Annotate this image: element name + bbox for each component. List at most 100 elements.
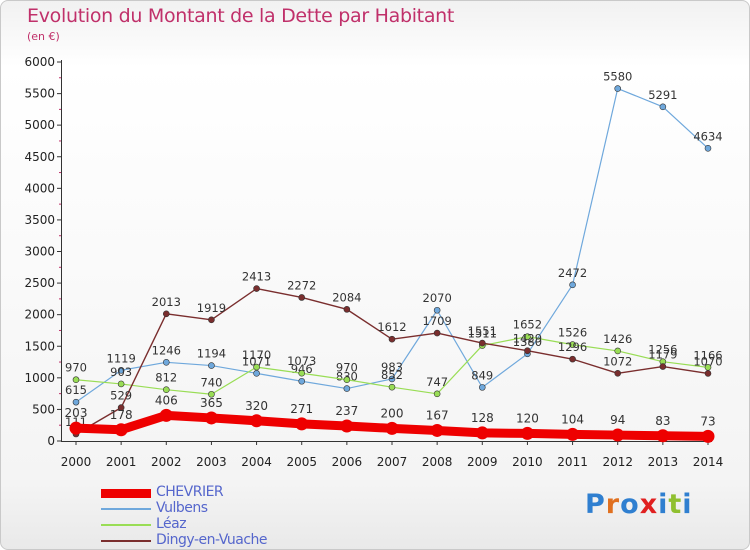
data-label-dingy-en-vuache: 1072 [603,354,632,368]
data-label-l-az: 1652 [513,318,542,332]
data-point-vulbens [659,103,667,111]
y-tick-label: 5500 [24,87,55,101]
chart-unit: (en €) [27,30,60,43]
data-label-chevrier: 203 [65,406,88,420]
brand-letter: r [605,489,621,520]
data-point-l-az [253,363,260,371]
x-tick-label: 2013 [648,455,679,469]
y-tick-label: 1000 [24,371,55,385]
data-label-dingy-en-vuache: 1551 [468,324,497,338]
data-point-vulbens [388,375,396,383]
data-label-chevrier: 237 [335,404,358,418]
data-point-l-az [569,341,576,348]
x-tick-label: 2002 [151,455,182,469]
data-label-chevrier: 167 [426,408,449,422]
data-point-vulbens [433,306,441,314]
data-label-vulbens: 1246 [152,343,181,357]
data-label-chevrier: 120 [516,411,539,425]
data-point-dingy-en-vuache [162,310,170,318]
data-label-l-az: 1526 [558,326,587,340]
data-label-chevrier: 128 [471,411,494,425]
x-tick-label: 2011 [557,455,588,469]
data-point-l-az [117,380,125,388]
y-tick-label: 1500 [24,339,55,353]
legend-label-chevrier: CHEVRIER [156,484,224,500]
data-point-vulbens [117,367,125,374]
data-point-dingy-en-vuache [524,347,531,355]
data-point-vulbens [162,358,170,366]
y-tick-label: 3000 [24,245,55,259]
data-label-dingy-en-vuache: 2413 [242,270,271,284]
data-point-dingy-en-vuache [659,363,667,370]
data-label-chevrier: 200 [381,406,404,420]
data-point-chevrier [656,429,670,443]
y-tick-label: 4500 [24,150,55,164]
x-tick-label: 2007 [377,455,408,469]
data-point-l-az [72,376,80,384]
data-label-dingy-en-vuache: 529 [110,389,132,403]
data-label-l-az: 1170 [242,348,271,362]
data-label-vulbens: 5291 [648,88,677,102]
x-tick-label: 2009 [467,455,498,469]
data-point-vulbens [298,377,306,385]
data-point-chevrier [114,423,128,437]
brand-letter: P [585,489,606,520]
data-point-chevrier [204,411,218,425]
data-label-l-az: 970 [65,361,87,375]
data-point-chevrier [701,429,715,443]
data-point-chevrier [520,426,534,440]
data-point-dingy-en-vuache [298,294,306,301]
data-label-dingy-en-vuache: 2084 [332,290,361,304]
x-tick-label: 2012 [602,455,633,469]
x-tick-label: 2001 [106,455,137,469]
data-label-l-az: 903 [110,365,132,379]
y-tick-label: 3500 [24,213,55,227]
brand-logo: Proxiti [585,489,693,520]
data-point-l-az [524,333,531,340]
legend-swatch-leaz [101,524,151,526]
y-tick-label: 6000 [24,55,55,69]
data-label-chevrier: 406 [155,393,178,407]
x-tick-label: 2000 [61,455,92,469]
x-tick-label: 2008 [422,455,453,469]
data-label-chevrier: 104 [561,412,584,426]
data-point-vulbens [72,398,80,406]
data-label-vulbens: 1194 [197,347,226,361]
data-label-chevrier: 73 [700,414,715,428]
data-point-vulbens [253,370,260,377]
data-point-vulbens [614,85,622,92]
data-point-chevrier [385,421,399,435]
data-point-dingy-en-vuache [117,404,125,411]
data-point-l-az [433,390,441,398]
data-label-dingy-en-vuache: 1070 [693,354,722,368]
data-label-l-az: 1166 [693,348,722,362]
brand-letter: o [620,489,640,520]
data-point-dingy-en-vuache [569,355,576,363]
data-label-dingy-en-vuache: 1612 [377,320,406,334]
legend-swatch-dingy [101,540,151,542]
data-point-chevrier [566,427,580,441]
data-label-dingy-en-vuache: 1179 [648,348,677,362]
data-label-l-az: 852 [381,368,403,382]
data-label-chevrier: 365 [200,396,223,410]
data-label-vulbens: 4634 [693,129,722,143]
data-point-vulbens [478,384,486,391]
y-tick-label: 4000 [24,181,55,195]
data-label-vulbens: 5580 [603,70,632,84]
data-point-l-az [388,383,396,391]
y-tick-label: 500 [32,402,55,416]
data-label-vulbens: 1119 [107,351,136,365]
data-point-dingy-en-vuache [478,339,486,347]
data-label-dingy-en-vuache: 1429 [513,332,542,346]
brand-letter: i [682,489,693,520]
x-tick-label: 2014 [693,455,724,469]
y-tick-label: 2500 [24,276,55,290]
data-point-vulbens [343,385,351,392]
y-tick-label: 0 [47,434,55,448]
data-label-l-az: 812 [155,371,177,385]
legend-label-dingy: Dingy-en-Vuache [156,532,268,548]
data-point-chevrier [430,423,444,437]
data-label-vulbens: 615 [65,383,87,397]
data-point-chevrier [340,419,354,433]
